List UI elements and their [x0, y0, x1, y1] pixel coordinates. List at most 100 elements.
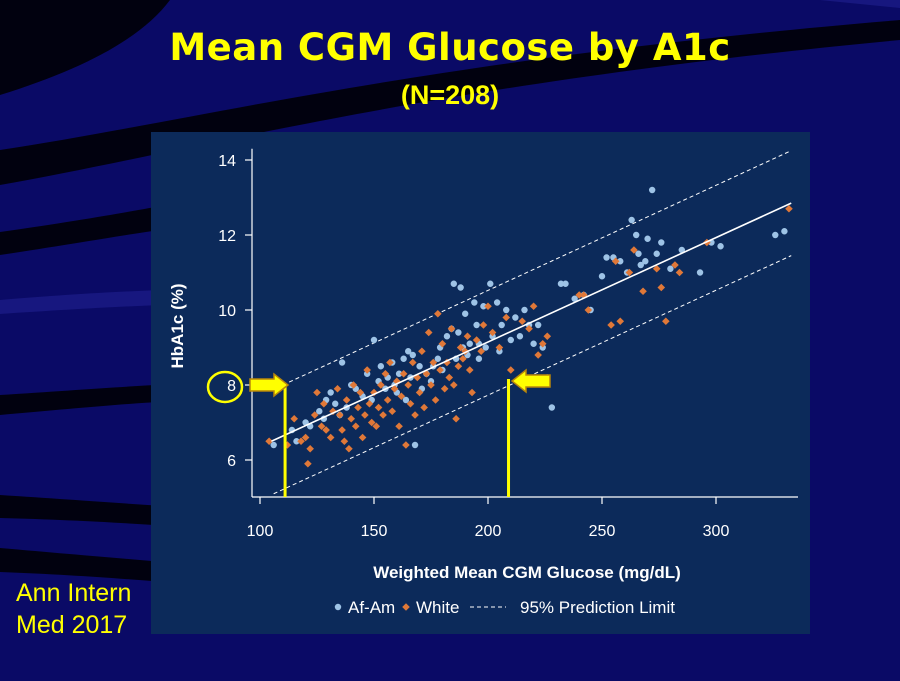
point-af-am — [487, 280, 494, 287]
point-af-am — [395, 370, 403, 377]
point-white — [454, 362, 463, 371]
point-white — [290, 414, 298, 423]
point-af-am — [521, 306, 528, 314]
point-white — [616, 317, 625, 326]
point-white — [402, 441, 410, 449]
point-white — [379, 411, 387, 419]
point-white — [502, 313, 511, 322]
y-axis-label: HbA1c (%) — [168, 283, 187, 368]
point-white — [427, 381, 435, 389]
point-white — [479, 321, 488, 329]
chart-legend: Af-Am White 95% Prediction Limit — [334, 598, 675, 617]
point-af-am — [471, 299, 478, 306]
point-af-am — [667, 265, 674, 272]
point-white — [652, 264, 661, 273]
prediction-lines — [273, 150, 792, 495]
point-white — [406, 399, 415, 408]
point-af-am — [648, 186, 656, 194]
point-white — [468, 388, 476, 397]
point-af-am — [678, 246, 685, 254]
point-white — [785, 204, 793, 213]
point-white — [301, 433, 310, 442]
point-white — [431, 396, 440, 404]
point-white — [342, 396, 351, 404]
point-af-am — [293, 438, 300, 445]
point-af-am — [603, 254, 610, 261]
arrow-left-icon — [510, 368, 551, 394]
point-af-am — [548, 404, 556, 411]
x-axis-label: Weighted Mean CGM Glucose (mg/dL) — [373, 563, 681, 582]
highlight-circle — [206, 370, 244, 404]
point-af-am — [473, 321, 480, 329]
point-af-am — [503, 306, 510, 314]
point-white — [304, 459, 312, 468]
point-af-am — [466, 340, 473, 347]
point-white — [413, 373, 422, 382]
point-af-am — [644, 235, 651, 242]
chart-axes: 6 8 10 12 14 100 150 200 250 300 — [218, 148, 798, 540]
citation-line-2: Med 2017 — [16, 611, 128, 639]
y-tick-label: 6 — [227, 453, 236, 470]
y-tick-label: 12 — [218, 228, 236, 245]
point-white — [365, 399, 374, 408]
legend-marker-circle — [334, 603, 342, 611]
point-af-am — [475, 355, 483, 362]
point-white — [529, 302, 538, 311]
citation-line-1: Ann Intern — [16, 579, 132, 607]
point-white — [361, 411, 369, 419]
point-af-am — [332, 400, 339, 407]
point-white — [662, 317, 670, 326]
slide-subtitle: (N=208) — [400, 80, 500, 110]
point-white — [472, 336, 481, 344]
point-af-am — [562, 280, 569, 287]
legend-label: White — [416, 598, 459, 617]
point-af-am — [409, 351, 416, 359]
point-white — [265, 437, 273, 446]
point-white — [434, 309, 442, 318]
point-white — [675, 268, 684, 277]
point-white — [611, 257, 620, 266]
point-white — [429, 358, 438, 367]
point-af-am — [781, 228, 788, 235]
point-white — [452, 414, 460, 423]
y-tick-label: 10 — [218, 303, 236, 320]
point-af-am — [637, 261, 644, 269]
y-tick-label: 14 — [218, 153, 236, 170]
point-white — [349, 381, 358, 389]
point-af-am — [270, 441, 277, 449]
point-white — [320, 399, 328, 408]
point-af-am — [338, 359, 346, 366]
point-white — [393, 377, 401, 386]
data-points — [265, 186, 793, 468]
x-tick-label: 100 — [247, 523, 274, 540]
point-af-am — [717, 243, 724, 250]
point-white — [584, 306, 593, 314]
point-white — [507, 366, 515, 374]
point-af-am — [400, 355, 407, 362]
point-af-am — [327, 389, 334, 396]
legend-label: Af-Am — [348, 598, 395, 617]
point-white — [443, 358, 451, 367]
point-white — [372, 422, 381, 431]
point-white — [518, 317, 526, 326]
point-white — [397, 392, 406, 401]
point-white — [534, 351, 542, 359]
point-af-am — [405, 348, 412, 355]
point-af-am — [516, 333, 524, 340]
x-tick-label: 150 — [361, 523, 388, 540]
point-af-am — [628, 216, 635, 224]
point-af-am — [633, 231, 640, 239]
point-white — [495, 343, 504, 352]
point-white — [333, 384, 342, 393]
point-white — [345, 444, 353, 453]
point-white — [630, 246, 638, 254]
point-white — [317, 422, 326, 431]
point-white — [625, 268, 634, 277]
point-af-am — [498, 321, 505, 329]
point-af-am — [416, 363, 423, 370]
point-af-am — [316, 408, 323, 415]
point-white — [671, 261, 679, 269]
point-af-am — [457, 284, 464, 291]
point-white — [310, 411, 319, 419]
point-af-am — [402, 396, 410, 404]
